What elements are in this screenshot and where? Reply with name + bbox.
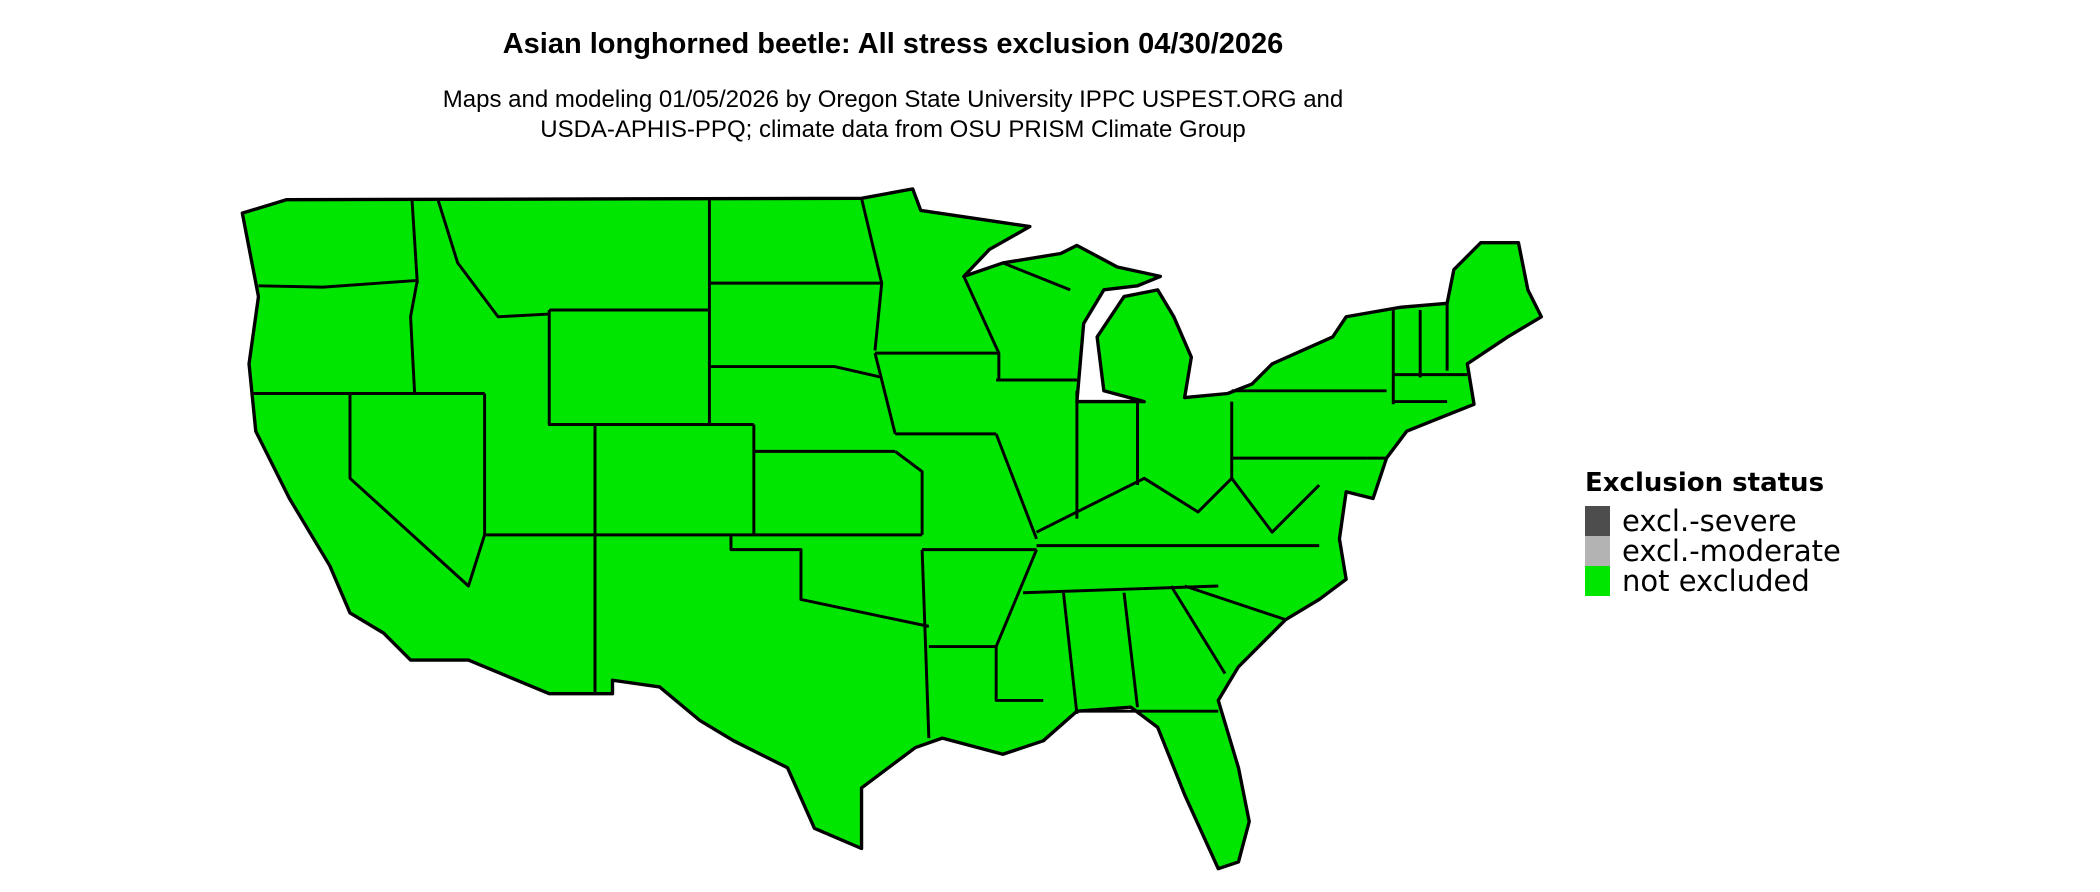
state-boundary	[436, 197, 550, 319]
state-boundary	[994, 433, 1038, 540]
state-boundary	[729, 534, 930, 628]
state-boundary	[258, 278, 418, 289]
legend-item-severe: excl.-severe	[1585, 504, 1841, 538]
state-boundary	[860, 197, 884, 351]
legend-swatch	[1585, 566, 1610, 596]
state-boundary	[962, 275, 1001, 381]
state-boundary	[920, 549, 931, 739]
state-boundary	[873, 352, 897, 435]
map-subtitle-line2: USDA-APHIS-PPQ; climate data from OSU PR…	[540, 116, 1246, 143]
state-boundary	[1035, 476, 1233, 534]
legend-label: excl.-severe	[1622, 504, 1797, 538]
legend-item-moderate: excl.-moderate	[1585, 534, 1841, 568]
legend-swatch	[1585, 506, 1610, 536]
state-boundary	[894, 450, 924, 535]
map-title: Asian longhorned beetle: All stress excl…	[502, 28, 1284, 60]
legend-label: not excluded	[1622, 564, 1810, 598]
state-boundary	[994, 646, 1044, 702]
legend: Exclusion status excl.-severe excl.-mode…	[1585, 468, 1841, 598]
state-boundary	[994, 549, 1038, 648]
state-boundary	[1061, 592, 1079, 715]
state-boundary	[1184, 584, 1287, 622]
us-outline	[240, 187, 1544, 871]
map-subtitle-line1: Maps and modeling 01/05/2026 by Oregon S…	[442, 86, 1344, 113]
state-boundary	[1169, 585, 1227, 675]
state-boundary	[547, 393, 754, 426]
state-boundaries	[253, 197, 1468, 739]
legend-item-not-excluded: not excluded	[1585, 564, 1841, 598]
state-boundary	[709, 365, 883, 379]
legend-swatch	[1585, 536, 1610, 566]
state-boundary	[1230, 477, 1321, 534]
state-boundary	[1122, 592, 1139, 708]
state-boundary	[410, 198, 419, 284]
state-boundary	[348, 393, 487, 588]
legend-label: excl.-moderate	[1622, 534, 1841, 568]
state-boundary	[409, 280, 419, 394]
state-boundary	[1002, 261, 1071, 292]
legend-title: Exclusion status	[1585, 468, 1825, 498]
